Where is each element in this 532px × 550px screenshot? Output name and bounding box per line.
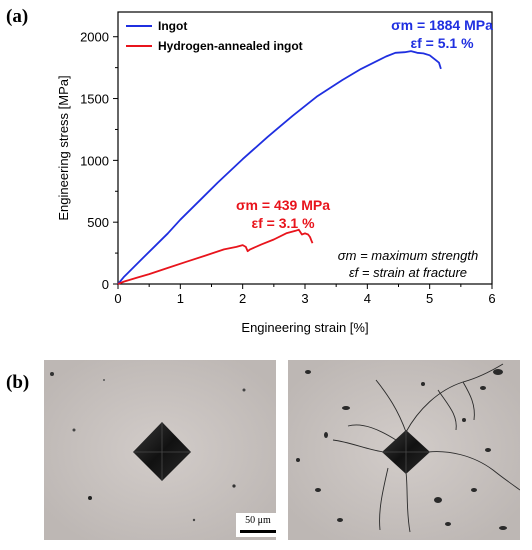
definition-fracture-strain: εf = strain at fracture: [349, 265, 467, 280]
scale-bar-label: 50 μm: [245, 515, 271, 526]
micrograph-ingot: 50 μm: [44, 360, 276, 540]
y-tick-label: 1000: [80, 153, 109, 168]
series-line-ingot: [117, 50, 442, 285]
x-tick-label: 2: [239, 291, 246, 306]
legend-label: Ingot: [158, 19, 187, 33]
y-axis-label: Engineering stress [MPa]: [56, 75, 71, 220]
ingot-max-strength: σm = 1884 MPa: [391, 17, 493, 33]
scale-bar-line: [240, 530, 276, 533]
chart-ticks: 0 1 2 3 4 5 6 0 500 1000 1500 2000: [80, 30, 496, 306]
panel-b-label: (b): [6, 372, 30, 393]
chart-annotations: σm = 1884 MPa εf = 5.1 % σm = 439 MPa εf = …: [236, 17, 493, 280]
y-tick-label: 500: [87, 215, 109, 230]
y-tick-label: 0: [102, 277, 109, 292]
stress-strain-chart: 0 1 2 3 4 5 6 0 500 1000 1500 2000 Ingot Hydrogen-an…: [56, 11, 496, 335]
x-axis-label: Engineering strain [%]: [241, 320, 368, 335]
x-tick-label: 6: [488, 291, 495, 306]
x-tick-label: 0: [114, 291, 121, 306]
series-line-hydrogen-annealed: [117, 228, 314, 285]
micrograph-ingot-image: [44, 360, 276, 540]
scale-bar: 50 μm: [236, 513, 276, 537]
x-tick-label: 1: [177, 291, 184, 306]
x-tick-label: 5: [426, 291, 433, 306]
chart-series: [117, 50, 442, 285]
panel-a-label: (a): [6, 6, 29, 27]
hydrogen-fracture-strain: εf = 3.1 %: [251, 215, 315, 231]
pores: [296, 369, 507, 530]
definition-max-strength: σm = maximum strength: [338, 248, 478, 263]
micrograph-hydrogen-annealed: [288, 360, 520, 540]
x-tick-label: 4: [364, 291, 371, 306]
x-tick-label: 3: [301, 291, 308, 306]
micrograph-hydrogen-annealed-image: [288, 360, 520, 540]
chart-legend: Ingot Hydrogen-annealed ingot: [126, 19, 303, 53]
y-tick-label: 2000: [80, 30, 109, 45]
ingot-fracture-strain: εf = 5.1 %: [410, 35, 474, 51]
hydrogen-max-strength: σm = 439 MPa: [236, 197, 330, 213]
cracks: [332, 363, 520, 533]
y-tick-label: 1500: [80, 92, 109, 107]
legend-label: Hydrogen-annealed ingot: [158, 39, 303, 53]
